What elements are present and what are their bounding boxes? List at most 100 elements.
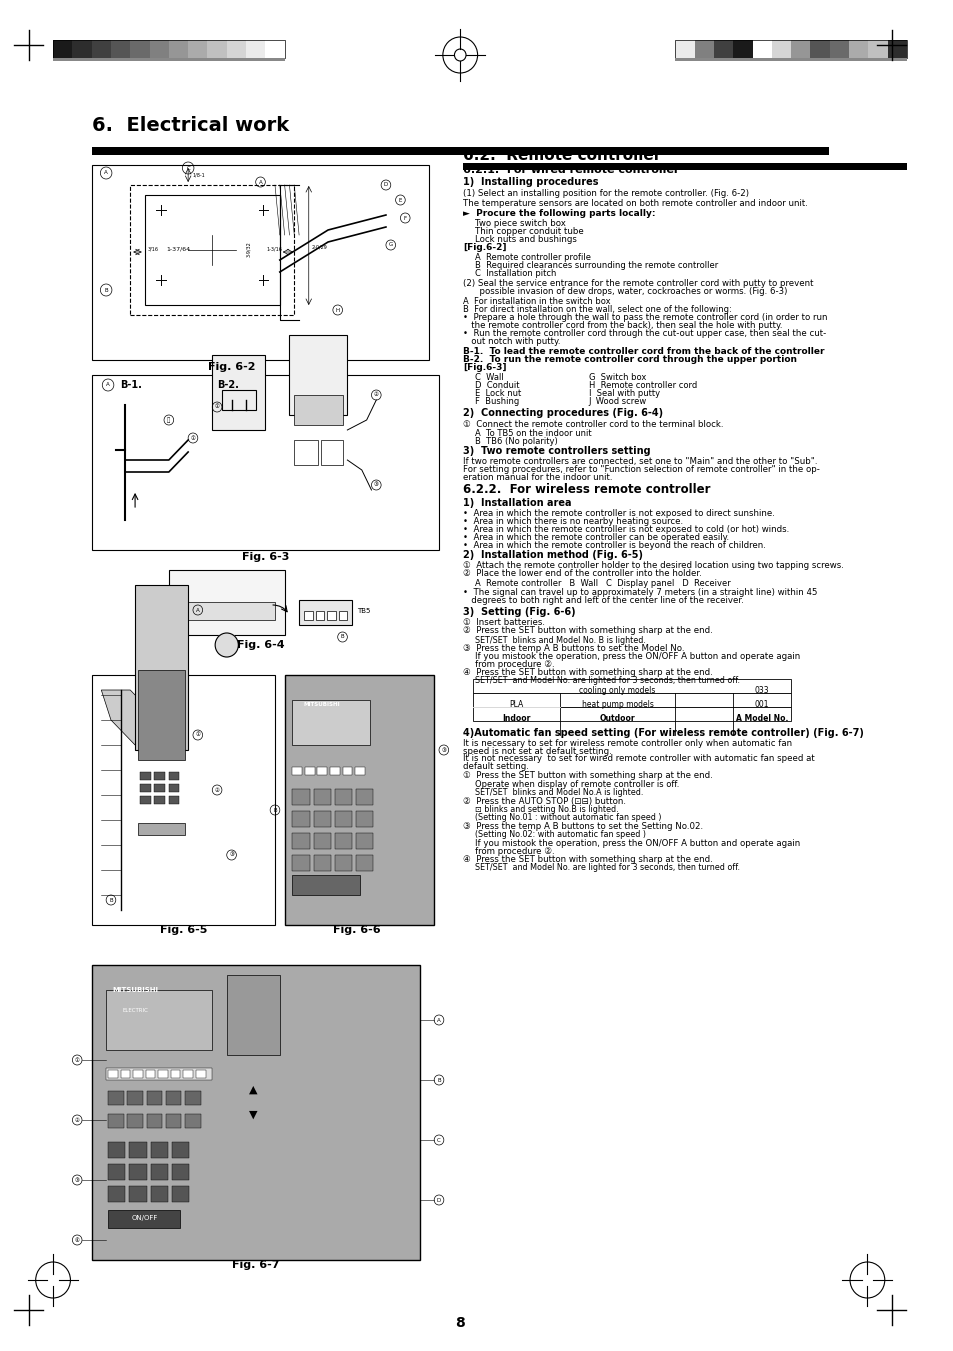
Text: speed is not set at default setting.: speed is not set at default setting. — [462, 747, 611, 757]
Text: B-2.  To run the remote controller cord through the upper portion: B-2. To run the remote controller cord t… — [462, 355, 797, 363]
Bar — [330, 767, 339, 775]
Bar — [299, 600, 352, 626]
Text: B  Required clearances surrounding the remote controller: B Required clearances surrounding the re… — [475, 261, 718, 270]
Text: 1/8-1: 1/8-1 — [193, 173, 206, 177]
Text: 3/16: 3/16 — [148, 246, 158, 251]
Text: 001: 001 — [754, 700, 769, 709]
Text: •  Area in which there is no nearby heating source.: • Area in which there is no nearby heati… — [462, 517, 682, 526]
Bar — [848, 41, 867, 58]
Text: default setting.: default setting. — [462, 762, 529, 771]
Text: ②  Press the SET button with something sharp at the end.: ② Press the SET button with something sh… — [462, 626, 712, 635]
Text: the remote controller cord from the back), then seal the hole with putty.: the remote controller cord from the back… — [462, 322, 781, 330]
Text: •  The signal can travel up to approximately 7 meters (in a straight line) withi: • The signal can travel up to approximat… — [462, 588, 817, 597]
Text: 6.2.1.  For wired remote controller: 6.2.1. For wired remote controller — [462, 165, 679, 176]
Bar — [147, 1092, 162, 1105]
Bar — [185, 1092, 200, 1105]
Text: from procedure ②.: from procedure ②. — [475, 661, 554, 669]
Text: B-1.: B-1. — [120, 380, 142, 390]
Text: SET/SET  blinks and Model No.A is lighted.: SET/SET blinks and Model No.A is lighted… — [475, 788, 642, 797]
Bar — [166, 1092, 181, 1105]
Bar — [227, 41, 246, 58]
Bar — [169, 796, 179, 804]
Text: 6.2.2.  For wireless remote controller: 6.2.2. For wireless remote controller — [462, 484, 710, 496]
Text: Outdoor: Outdoor — [599, 713, 635, 723]
Text: SET/SET  blinks and Model No. B is lighted.: SET/SET blinks and Model No. B is lighte… — [475, 636, 645, 644]
Bar — [145, 195, 279, 305]
Bar — [91, 41, 111, 58]
Text: E: E — [398, 197, 401, 203]
Bar — [169, 771, 179, 780]
Bar — [146, 1070, 155, 1078]
Bar — [733, 41, 752, 58]
Text: D: D — [383, 182, 388, 188]
Bar — [355, 811, 373, 827]
Text: Thin copper conduit tube: Thin copper conduit tube — [475, 227, 583, 236]
Bar — [462, 163, 906, 170]
Text: Fig. 6-7: Fig. 6-7 — [232, 1260, 279, 1270]
Text: C: C — [186, 166, 190, 170]
Text: B: B — [273, 808, 276, 812]
Bar — [91, 376, 438, 550]
Text: 4)Automatic fan speed setting (For wireless remote controller) (Fig. 6-7): 4)Automatic fan speed setting (For wirel… — [462, 728, 863, 738]
Text: 3)  Two remote controllers setting: 3) Two remote controllers setting — [462, 446, 650, 457]
Bar — [138, 823, 185, 835]
Text: ON/OFF: ON/OFF — [132, 1215, 158, 1221]
Text: ⑪: ⑪ — [167, 417, 171, 423]
Text: ③  Press the temp A B buttons to set the Setting No.02.: ③ Press the temp A B buttons to set the … — [462, 821, 702, 831]
Bar — [317, 767, 327, 775]
Bar — [207, 41, 227, 58]
Text: •  Area in which the remote controller can be operated easily.: • Area in which the remote controller ca… — [462, 534, 728, 542]
Bar — [292, 767, 302, 775]
Text: B: B — [104, 288, 108, 293]
Bar — [314, 834, 331, 848]
Text: 8: 8 — [455, 1316, 465, 1329]
Text: ①: ① — [195, 732, 200, 738]
Bar — [829, 41, 848, 58]
Text: •  Area in which the remote controller is not exposed to direct sunshine.: • Area in which the remote controller is… — [462, 509, 774, 517]
Bar — [227, 975, 279, 1055]
Bar — [140, 771, 151, 780]
Bar — [335, 834, 352, 848]
Bar — [246, 41, 265, 58]
Bar — [292, 811, 310, 827]
Text: ▲: ▲ — [249, 1085, 256, 1096]
Text: from procedure ②.: from procedure ②. — [475, 847, 554, 857]
Bar — [314, 789, 331, 805]
Text: ④  Press the SET button with something sharp at the end.: ④ Press the SET button with something sh… — [462, 855, 712, 865]
Circle shape — [215, 634, 238, 657]
Bar — [53, 58, 284, 61]
Text: 2)  Connecting procedures (Fig. 6-4): 2) Connecting procedures (Fig. 6-4) — [462, 408, 662, 417]
Text: A  Remote controller   B  Wall   C  Display panel   D  Receiver: A Remote controller B Wall C Display pan… — [475, 580, 730, 588]
Text: Operate when display of remote controller is off.: Operate when display of remote controlle… — [475, 780, 679, 789]
Text: possible invasion of dew drops, water, cockroaches or worms. (Fig. 6-3): possible invasion of dew drops, water, c… — [462, 286, 786, 296]
Text: C: C — [436, 1138, 440, 1143]
Text: A  Remote controller profile: A Remote controller profile — [475, 253, 590, 262]
Text: [Fig.6-3]: [Fig.6-3] — [462, 363, 506, 372]
Text: MITSUBISHI: MITSUBISHI — [112, 988, 158, 993]
Text: ②: ② — [214, 788, 219, 793]
Bar — [304, 611, 313, 620]
Text: E  Lock nut: E Lock nut — [475, 389, 520, 399]
Bar — [292, 855, 310, 871]
Bar — [222, 390, 255, 409]
Bar — [713, 41, 733, 58]
Text: H  Remote controller cord: H Remote controller cord — [588, 381, 696, 390]
Text: 3)  Setting (Fig. 6-6): 3) Setting (Fig. 6-6) — [462, 607, 576, 617]
Bar — [694, 41, 713, 58]
Bar — [294, 440, 318, 465]
Bar — [314, 855, 331, 871]
Bar — [133, 1070, 143, 1078]
Text: C  Installation pitch: C Installation pitch — [475, 269, 556, 278]
Text: [Fig.6-2]: [Fig.6-2] — [462, 243, 506, 253]
Bar — [335, 855, 352, 871]
Text: B  For direct installation on the wall, select one of the following:: B For direct installation on the wall, s… — [462, 305, 731, 313]
Bar — [292, 834, 310, 848]
Bar — [195, 1070, 205, 1078]
Text: ⊡ blinks and setting No.B is lighted.: ⊡ blinks and setting No.B is lighted. — [475, 805, 618, 815]
Text: ①: ① — [191, 435, 195, 440]
Text: I  Seal with putty: I Seal with putty — [588, 389, 659, 399]
Text: SET/SET  and Model No. are lighted for 3 seconds, then turned off.: SET/SET and Model No. are lighted for 3 … — [475, 863, 739, 871]
Text: A Model No.: A Model No. — [736, 713, 787, 723]
Bar — [338, 611, 347, 620]
Bar — [108, 1165, 125, 1179]
